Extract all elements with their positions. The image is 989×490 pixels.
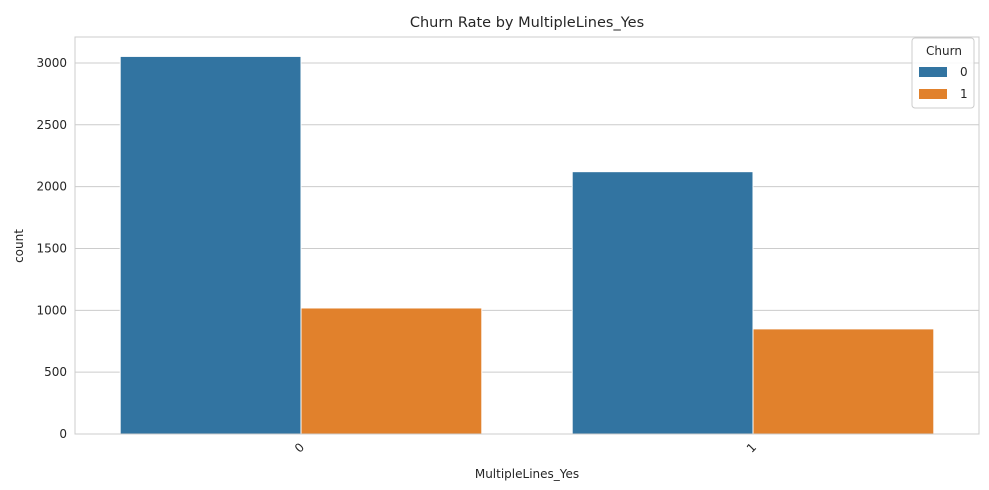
y-tick-label: 3000 — [36, 56, 67, 70]
legend-swatch — [919, 89, 947, 99]
y-axis-title: count — [12, 229, 26, 263]
y-tick-label: 0 — [59, 427, 67, 441]
plot-frame — [74, 36, 980, 435]
legend-label: 1 — [960, 87, 968, 101]
legend-items: 01 — [919, 65, 968, 101]
y-tick-label: 1000 — [36, 303, 67, 317]
legend-title: Churn — [926, 44, 962, 58]
bar-churn-0-category-0 — [119, 55, 302, 435]
bar-churn-1-category-0 — [300, 307, 483, 435]
legend-label: 0 — [960, 65, 968, 79]
bar-churn-1-category-1 — [752, 328, 935, 435]
chart-title: Churn Rate by MultipleLines_Yes — [410, 15, 644, 31]
y-axis-ticks: 0 500 1000 1500 2000 2500 3000 — [36, 56, 67, 441]
bar-churn-0-category-1 — [571, 171, 754, 435]
y-tick-label: 2500 — [36, 118, 67, 132]
legend: Churn 01 — [911, 37, 975, 109]
y-tick-label: 1500 — [36, 241, 67, 255]
y-tick-label: 2000 — [36, 180, 67, 194]
legend-swatch — [919, 67, 947, 77]
x-axis-title: MultipleLines_Yes — [475, 467, 579, 481]
y-tick-label: 500 — [44, 365, 67, 379]
